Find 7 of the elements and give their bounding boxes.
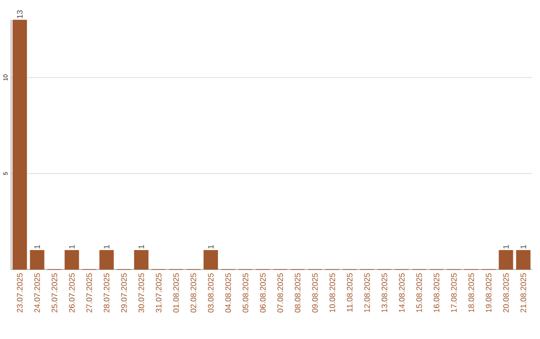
bar <box>516 250 531 270</box>
bar <box>99 250 114 270</box>
bar <box>134 250 148 270</box>
bar <box>498 250 514 270</box>
bar <box>204 250 218 270</box>
bar <box>64 250 80 270</box>
bar <box>30 250 44 270</box>
